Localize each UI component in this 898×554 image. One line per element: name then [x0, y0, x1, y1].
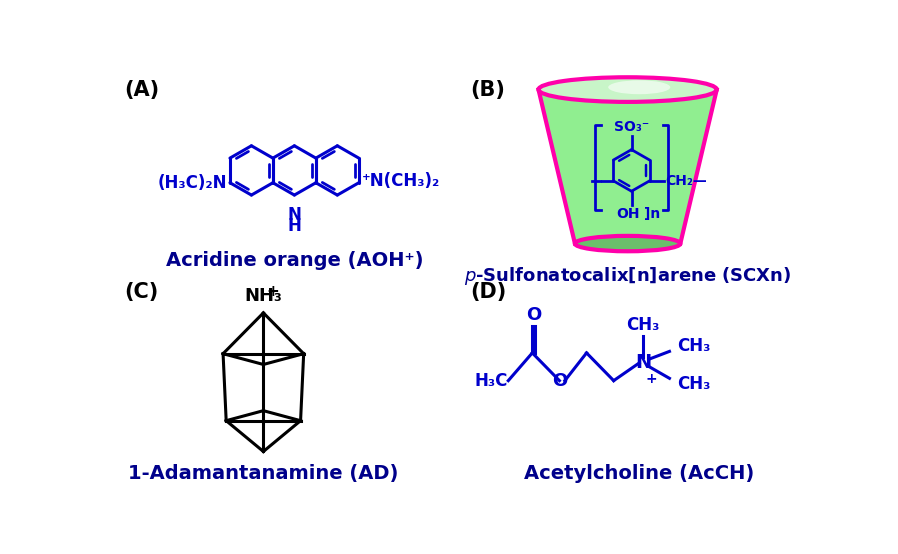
Ellipse shape [539, 77, 717, 102]
Text: H₃C: H₃C [474, 372, 507, 389]
Text: O: O [526, 306, 541, 324]
Text: ⁺N(CH₃)₂: ⁺N(CH₃)₂ [362, 172, 440, 190]
Text: (H₃C)₂N: (H₃C)₂N [157, 174, 227, 192]
Text: ]n: ]n [644, 207, 660, 220]
Text: N: N [287, 206, 302, 224]
Text: O: O [551, 372, 567, 389]
Text: $p$-Sulfonatocalix[n]arene (SCXn): $p$-Sulfonatocalix[n]arene (SCXn) [464, 265, 791, 287]
Ellipse shape [575, 236, 681, 252]
Ellipse shape [608, 80, 670, 94]
Text: Acridine orange (AOH⁺): Acridine orange (AOH⁺) [165, 252, 423, 270]
Text: 1-Adamantanamine (AD): 1-Adamantanamine (AD) [128, 464, 399, 483]
Text: N: N [635, 353, 651, 372]
Text: +: + [267, 284, 279, 299]
Text: (D): (D) [471, 282, 506, 302]
Text: NH₃: NH₃ [244, 287, 282, 305]
Text: CH₃: CH₃ [627, 316, 660, 334]
Polygon shape [539, 90, 717, 244]
Text: Acetylcholine (AcCH): Acetylcholine (AcCH) [524, 464, 754, 483]
Text: (A): (A) [124, 80, 159, 100]
Text: SO₃⁻: SO₃⁻ [614, 120, 649, 134]
Text: CH₂—: CH₂— [665, 174, 707, 188]
Text: +: + [646, 372, 657, 386]
Text: H: H [287, 217, 302, 235]
Text: (C): (C) [124, 282, 158, 302]
Text: (B): (B) [471, 80, 506, 100]
Text: CH₃: CH₃ [677, 375, 710, 393]
Text: CH₃: CH₃ [677, 337, 710, 355]
Text: OH: OH [617, 207, 640, 220]
